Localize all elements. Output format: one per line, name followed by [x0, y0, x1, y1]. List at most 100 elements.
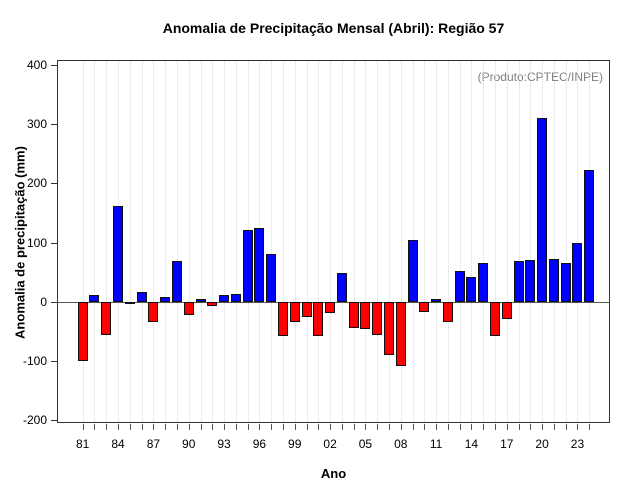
bar-2004: [348, 301, 359, 328]
gridline: [318, 61, 320, 422]
x-tick-mark: [330, 424, 332, 430]
gridline: [188, 61, 190, 422]
gridline: [518, 61, 520, 422]
x-tick-label: 99: [288, 437, 302, 451]
x-tick-mark: [165, 424, 167, 430]
x-tick-mark: [247, 424, 249, 430]
x-tick-label: 93: [217, 437, 231, 451]
gridline: [341, 61, 343, 422]
x-tick-mark: [318, 424, 320, 430]
bar-2021: [548, 259, 559, 302]
y-tick-mark: [51, 360, 57, 362]
bar-2020: [537, 118, 548, 302]
x-tick-mark: [212, 424, 214, 430]
y-tick-label: 100: [26, 235, 47, 250]
bar-2009: [407, 239, 418, 302]
gridline: [282, 61, 284, 422]
x-tick-label: 96: [252, 437, 267, 451]
bar-2023: [572, 242, 583, 302]
x-tick-mark: [176, 424, 178, 430]
x-tick-label: 20: [535, 437, 549, 451]
bar-1983: [101, 301, 112, 335]
bar-1998: [277, 301, 288, 336]
x-tick-mark: [589, 424, 591, 430]
bar-1992: [207, 301, 218, 306]
y-tick-label: -200: [22, 413, 47, 427]
x-tick-label: 17: [500, 437, 514, 451]
x-tick-mark: [118, 424, 120, 430]
gridline: [330, 61, 332, 422]
bar-2000: [301, 301, 312, 318]
x-tick-mark: [436, 424, 438, 430]
x-tick-mark: [483, 424, 485, 430]
y-tick-mark: [51, 420, 57, 421]
x-tick-mark: [306, 424, 308, 430]
bar-2002: [325, 301, 336, 314]
gridline: [200, 61, 202, 422]
bar-2001: [313, 301, 324, 336]
y-tick-label: 400: [26, 58, 47, 72]
x-tick-mark: [471, 424, 473, 430]
x-tick-mark: [530, 424, 532, 430]
bar-1994: [230, 293, 241, 302]
gridline: [553, 61, 555, 422]
bar-1981: [77, 301, 88, 361]
source-annotation: (Produto:CPTEC/INPE): [477, 70, 603, 84]
gridline: [94, 61, 96, 422]
gridline: [565, 61, 567, 422]
x-tick-mark: [365, 424, 367, 430]
bar-2010: [419, 301, 430, 313]
bar-2014: [466, 277, 477, 302]
x-tick-mark: [129, 424, 131, 430]
x-tick-mark: [271, 424, 273, 430]
bar-1996: [254, 228, 265, 302]
gridline: [530, 61, 532, 422]
x-tick-mark: [94, 424, 96, 430]
gridline: [459, 61, 461, 422]
bar-2016: [490, 301, 500, 336]
gridline: [365, 61, 367, 422]
x-tick-mark: [200, 424, 202, 430]
gridline: [306, 61, 308, 422]
gridline: [106, 61, 108, 422]
x-tick-label: 90: [182, 437, 196, 451]
gridline: [129, 61, 131, 422]
bar-2003: [336, 273, 347, 302]
gridline: [506, 61, 508, 422]
gridline: [141, 61, 143, 422]
x-tick-mark: [377, 424, 379, 430]
x-tick-mark: [141, 424, 143, 430]
bar-1988: [160, 296, 171, 302]
gridline: [271, 61, 273, 422]
y-tick-label: 0: [40, 294, 47, 309]
x-tick-label: 11: [429, 437, 443, 451]
gridline: [294, 61, 296, 422]
y-tick-mark: [51, 242, 57, 244]
bar-1982: [89, 294, 100, 302]
bar-1993: [219, 294, 230, 302]
y-tick-label: 300: [26, 117, 47, 132]
bar-2007: [383, 301, 394, 355]
bar-1997: [266, 254, 277, 302]
gridline: [483, 61, 485, 422]
bar-2019: [525, 259, 536, 302]
x-tick-label: 23: [570, 437, 585, 451]
x-tick-mark: [553, 424, 555, 430]
x-tick-mark: [188, 424, 190, 430]
x-tick-mark: [294, 424, 296, 430]
x-tick-mark: [353, 424, 355, 430]
y-tick-mark: [51, 183, 57, 185]
x-tick-mark: [565, 424, 567, 430]
x-tick-mark: [235, 424, 237, 430]
bar-2013: [454, 270, 465, 302]
gridline: [212, 61, 214, 422]
x-tick-mark: [506, 424, 508, 430]
x-tick-mark: [259, 424, 261, 430]
x-tick-label: 87: [146, 437, 161, 451]
gridline: [495, 61, 496, 422]
x-tick-mark: [577, 424, 579, 430]
bar-2018: [513, 261, 524, 302]
x-tick-mark: [106, 424, 108, 430]
bar-2024: [584, 169, 595, 302]
